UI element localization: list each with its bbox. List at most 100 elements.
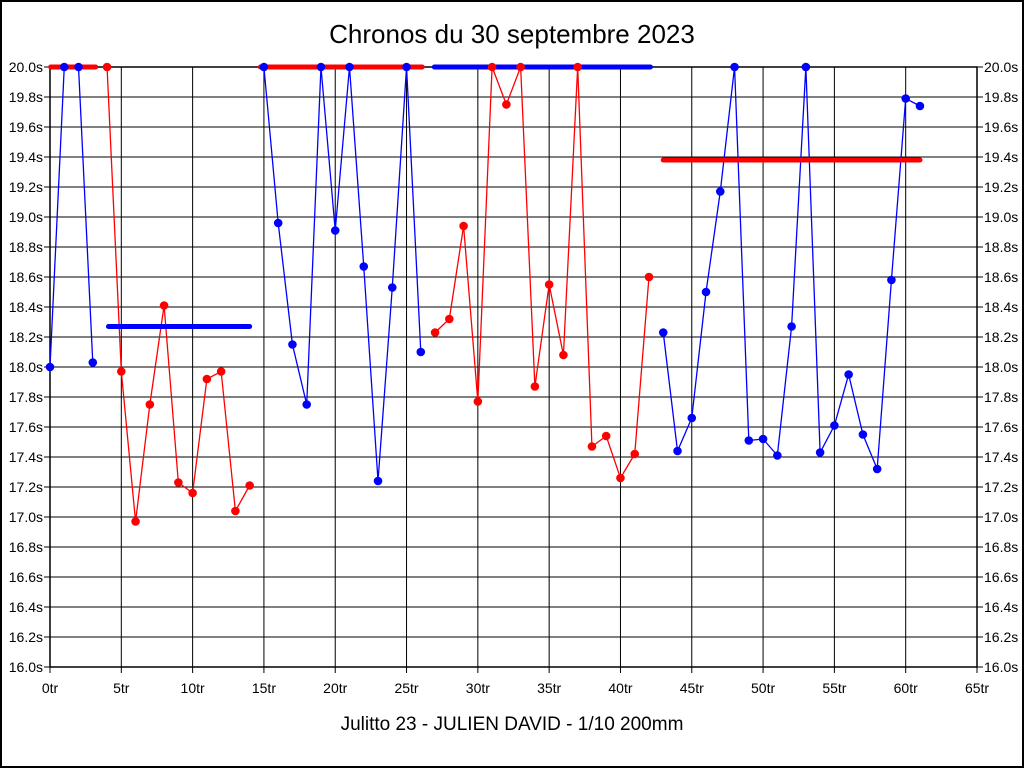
y-axis-tick-label-right: 20.0s [984, 59, 1018, 75]
y-axis-tick-label-right: 16.8s [984, 539, 1018, 555]
red-lap-marker [630, 449, 640, 459]
blue-lap-marker [59, 62, 69, 72]
y-axis-tick-label-left: 19.0s [9, 209, 43, 225]
red-lap-marker [587, 442, 597, 451]
red-lap-marker [516, 62, 525, 72]
blue-lap-marker [887, 275, 896, 285]
x-axis-tick-label: 0tr [42, 680, 59, 696]
y-axis-tick-label-right: 18.0s [984, 359, 1018, 375]
y-axis-tick-label-left: 17.0s [9, 509, 43, 525]
y-axis-tick-label-right: 18.8s [984, 239, 1018, 255]
blue-series-line [263, 66, 422, 482]
blue-lap-marker [844, 370, 853, 379]
blue-lap-marker [801, 62, 811, 72]
y-axis-tick-label-right: 16.6s [984, 569, 1018, 585]
y-axis-tick-label-right: 17.4s [984, 449, 1018, 465]
blue-lap-marker [316, 62, 326, 72]
red-lap-marker [502, 100, 511, 109]
blue-lap-marker [45, 362, 55, 372]
y-axis-tick-label-left: 17.8s [9, 389, 43, 405]
red-lap-marker [430, 328, 440, 337]
x-axis-tick-label: 5tr [113, 680, 130, 696]
x-axis-tick-label: 20tr [323, 680, 347, 696]
red-lap-marker [231, 506, 240, 516]
y-axis-tick-label-right: 19.6s [984, 119, 1018, 135]
blue-lap-marker [815, 448, 825, 457]
red-lap-marker [601, 431, 611, 441]
y-axis-tick-label-right: 19.4s [984, 149, 1018, 165]
y-axis-tick-label-left: 17.4s [9, 449, 43, 465]
red-lap-marker [102, 62, 112, 72]
y-axis-tick-label-left: 18.6s [9, 269, 43, 285]
blue-lap-marker [259, 62, 269, 72]
blue-lap-marker [88, 358, 98, 367]
x-axis-tick-label: 35tr [537, 680, 561, 696]
chart-footer: Julitto 23 - JULIEN DAVID - 1/10 200mm [340, 714, 684, 735]
y-axis-tick-label-right: 19.2s [984, 179, 1018, 195]
red-lap-marker [202, 374, 212, 384]
y-axis-tick-label-left: 19.4s [9, 149, 43, 165]
blue-lap-marker [787, 322, 796, 331]
red-lap-marker [559, 350, 568, 360]
x-axis-tick-label: 15tr [252, 680, 276, 696]
blue-lap-marker [687, 413, 697, 423]
blue-lap-marker [758, 434, 768, 444]
y-axis-tick-label-right: 17.0s [984, 509, 1018, 525]
red-lap-marker [473, 397, 483, 406]
blue-lap-marker [288, 340, 297, 349]
blue-lap-marker [373, 476, 383, 486]
red-lap-marker [145, 400, 155, 409]
blue-lap-marker [359, 262, 369, 271]
blue-lap-marker [715, 187, 725, 196]
y-axis-tick-label-right: 18.6s [984, 269, 1018, 285]
blue-lap-marker [74, 62, 83, 72]
y-axis-tick-label-left: 16.2s [9, 629, 43, 645]
blue-lap-marker [402, 62, 411, 72]
y-axis-tick-label-left: 18.8s [9, 239, 43, 255]
x-axis-tick-label: 65tr [965, 680, 989, 696]
red-lap-marker [174, 478, 183, 487]
blue-lap-marker [915, 101, 925, 111]
y-axis-tick-label-left: 16.6s [9, 569, 43, 585]
y-axis-tick-label-left: 16.4s [9, 599, 43, 615]
y-axis-tick-label-left: 20.0s [9, 59, 43, 75]
blue-lap-marker [901, 94, 910, 103]
chart-title: Chronos du 30 septembre 2023 [329, 19, 695, 49]
blue-lap-marker [830, 421, 839, 430]
x-axis-tick-label: 10tr [181, 680, 205, 696]
y-axis-tick-label-left: 18.2s [9, 329, 43, 345]
y-axis-tick-label-left: 18.0s [9, 359, 43, 375]
x-axis-tick-label: 55tr [822, 680, 846, 696]
blue-lap-marker [387, 283, 397, 292]
red-lap-marker [616, 473, 625, 483]
blue-lap-marker [658, 328, 668, 337]
y-axis-tick-label-right: 19.0s [984, 209, 1018, 225]
x-axis-tick-label: 40tr [608, 680, 632, 696]
blue-lap-marker [744, 436, 754, 445]
y-axis-tick-label-right: 17.2s [984, 479, 1018, 495]
blue-lap-marker [858, 430, 868, 439]
red-lap-marker [487, 62, 497, 72]
red-lap-marker [188, 488, 197, 498]
y-axis-tick-label-left: 19.8s [9, 89, 43, 105]
blue-lap-marker [773, 451, 782, 460]
red-lap-marker [216, 367, 226, 376]
y-axis-tick-label-left: 16.0s [9, 659, 43, 675]
y-axis-tick-label-left: 19.2s [9, 179, 43, 195]
blue-lap-marker [673, 446, 682, 456]
blue-lap-marker [872, 464, 882, 474]
x-axis-tick-label: 30tr [466, 680, 490, 696]
y-axis-tick-label-left: 17.6s [9, 419, 43, 435]
y-axis-tick-label-right: 18.4s [984, 299, 1018, 315]
blue-lap-marker [345, 62, 354, 72]
y-axis-tick-label-right: 16.0s [984, 659, 1018, 675]
blue-lap-marker [701, 287, 711, 297]
blue-lap-marker [302, 400, 312, 409]
x-axis-tick-label: 45tr [680, 680, 704, 696]
red-lap-marker [159, 301, 169, 310]
red-lap-marker [644, 272, 654, 282]
red-lap-marker [530, 382, 540, 391]
red-lap-marker [445, 314, 454, 324]
